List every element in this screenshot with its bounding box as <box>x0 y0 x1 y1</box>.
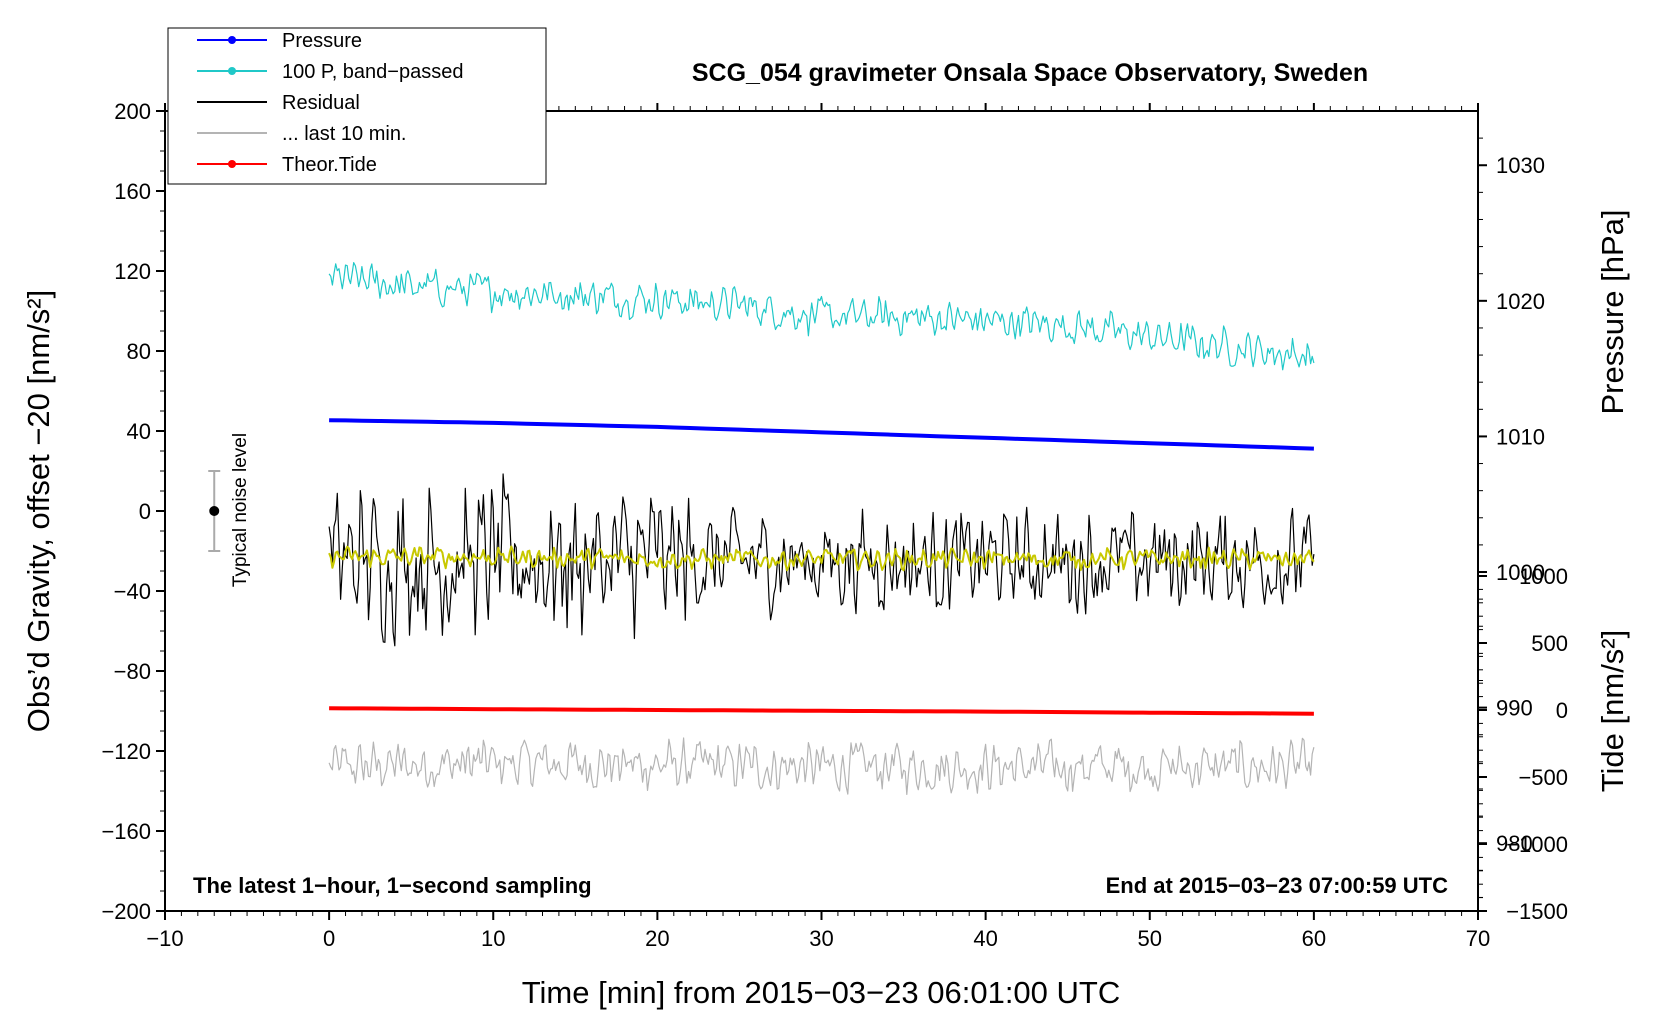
pressure-tick-label: 990 <box>1496 696 1533 721</box>
y-tick-label: 0 <box>139 499 151 524</box>
y-axis-pressure-label: Pressure [hPa] <box>1595 209 1630 414</box>
series-layer <box>328 262 1315 795</box>
tide-tick-label: 500 <box>1531 631 1568 656</box>
y-tick-label: −80 <box>114 659 151 684</box>
x-tick-label: 50 <box>1138 926 1162 951</box>
legend: Pressure 100 P, band−passed Residual ... la… <box>167 27 547 185</box>
series-theor-tide <box>329 706 1314 716</box>
x-tick-label: −10 <box>146 926 183 951</box>
x-tick-label: 30 <box>809 926 833 951</box>
y-tick-label: −160 <box>101 819 151 844</box>
note-right: End at 2015−03−23 07:00:59 UTC <box>1106 873 1449 898</box>
y-tick-label: −200 <box>101 899 151 924</box>
y-axis-pressure: 1030 1020 1010 1000 990 980 <box>1478 137 1545 898</box>
series-pressure <box>329 418 1314 451</box>
legend-label: Theor.Tide <box>282 154 377 176</box>
legend-box <box>167 27 547 185</box>
legend-marker <box>228 36 236 44</box>
series-residual-smoothed <box>328 545 1315 572</box>
y-axis-tide-label: Tide [nm/s²] <box>1595 630 1630 793</box>
tide-tick-label: −1000 <box>1506 832 1568 857</box>
noise-indicator <box>208 470 221 552</box>
y-tick-label: 120 <box>114 259 151 284</box>
x-tick-label: 70 <box>1466 926 1490 951</box>
y-tick-label: 160 <box>114 179 151 204</box>
y-axis-left: 200 160 120 80 40 0 −40 −80 −120 −160 −200 <box>101 99 165 924</box>
series-last-10-min <box>328 737 1315 795</box>
pressure-tick-label: 980 <box>1496 831 1533 856</box>
pressure-tick-label: 1020 <box>1496 289 1545 314</box>
tide-tick-label: 1000 <box>1519 564 1568 589</box>
series-residual <box>328 473 1315 647</box>
legend-marker <box>228 67 236 75</box>
x-axis-label: Time [min] from 2015−03−23 06:01:00 UTC <box>522 975 1121 1010</box>
x-tick-label: 20 <box>645 926 669 951</box>
note-left: The latest 1−hour, 1−second sampling <box>193 873 592 898</box>
legend-label: 100 P, band−passed <box>282 61 463 83</box>
x-tick-label: 10 <box>481 926 505 951</box>
y-tick-label: 200 <box>114 99 151 124</box>
x-tick-label: 0 <box>323 926 335 951</box>
pressure-tick-label: 1000 <box>1496 560 1545 585</box>
y-axis-left-label: Obs’d Gravity, offset −20 [nm/s²] <box>21 290 56 733</box>
noise-point <box>209 506 220 516</box>
tide-tick-label: −500 <box>1518 765 1568 790</box>
chart-title: SCG_054 gravimeter Onsala Space Observat… <box>692 59 1368 87</box>
tide-tick-label: −1500 <box>1506 899 1568 924</box>
x-tick-label: 60 <box>1302 926 1326 951</box>
legend-label: Residual <box>282 92 360 114</box>
x-tick-label: 40 <box>973 926 997 951</box>
noise-label: Typical noise level <box>230 433 251 587</box>
y-tick-label: −120 <box>101 739 151 764</box>
y-tick-label: 40 <box>127 419 151 444</box>
y-tick-label: −40 <box>114 579 151 604</box>
legend-label: ... last 10 min. <box>282 123 407 145</box>
tide-tick-label: 0 <box>1556 698 1568 723</box>
y-axis-tide: 1000 500 0 −500 −1000 −1500 <box>1478 564 1568 924</box>
series-100-p-band-passed <box>328 262 1315 371</box>
pressure-tick-label: 1030 <box>1496 153 1545 178</box>
pressure-tick-label: 1010 <box>1496 424 1545 449</box>
legend-label: Pressure <box>282 30 362 52</box>
y-tick-label: 80 <box>127 339 151 364</box>
legend-marker <box>228 160 236 168</box>
